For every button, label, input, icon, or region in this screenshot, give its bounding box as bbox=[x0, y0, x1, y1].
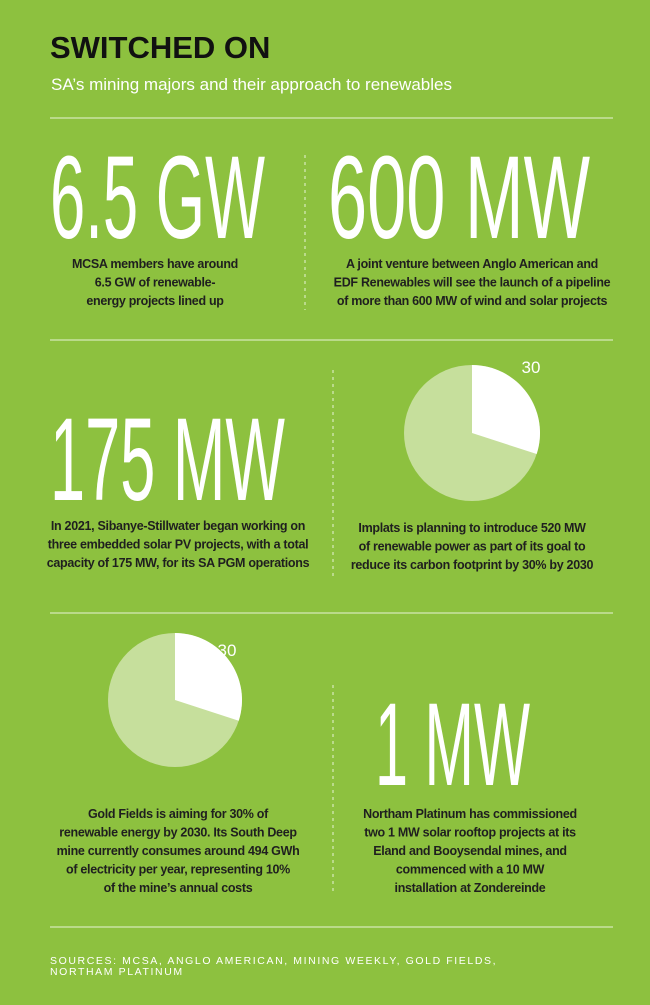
caption: three embedded solar PV projects, with a… bbox=[48, 538, 309, 552]
caption: 6.5 GW of renewable- bbox=[95, 276, 216, 290]
caption: In 2021, Sibanye-Stillwater began workin… bbox=[51, 519, 305, 533]
caption: commenced with a 10 MW bbox=[396, 863, 545, 877]
title: SWITCHED ON bbox=[50, 30, 270, 65]
sources: SOURCES: MCSA, ANGLO AMERICAN, MINING WE… bbox=[50, 955, 497, 967]
caption: capacity of 175 MW, for its SA PGM opera… bbox=[47, 556, 310, 570]
pie-slice bbox=[175, 633, 242, 721]
caption: of renewable power as part of its goal t… bbox=[359, 540, 586, 554]
pie-slice bbox=[472, 365, 540, 455]
caption: Implats is planning to introduce 520 MW bbox=[358, 521, 586, 535]
caption: reduce its carbon footprint by 30% by 20… bbox=[351, 558, 594, 572]
caption: energy projects lined up bbox=[86, 294, 224, 308]
big-figure: 6.5 GW bbox=[50, 132, 265, 264]
caption: Northam Platinum has commissioned bbox=[363, 807, 577, 821]
caption: mine currently consumes around 494 GWh bbox=[57, 844, 300, 858]
caption: of more than 600 MW of wind and solar pr… bbox=[337, 294, 608, 308]
caption: of the mine’s annual costs bbox=[104, 881, 253, 895]
big-figure: 1 MW bbox=[375, 679, 530, 811]
caption: installation at Zondereinde bbox=[395, 881, 546, 895]
caption: EDF Renewables will see the launch of a … bbox=[334, 276, 611, 290]
pie-label: 30 bbox=[522, 358, 541, 377]
big-figure: 600 MW bbox=[328, 132, 590, 264]
caption: A joint venture between Anglo American a… bbox=[346, 257, 598, 271]
big-figure: 175 MW bbox=[50, 394, 285, 526]
sources: NORTHAM PLATINUM bbox=[50, 966, 184, 978]
caption: MCSA members have around bbox=[72, 257, 238, 271]
pie-label: 30 bbox=[218, 641, 237, 660]
caption: renewable energy by 2030. Its South Deep bbox=[59, 826, 297, 840]
subtitle: SA’s mining majors and their approach to… bbox=[51, 75, 452, 94]
caption: of electricity per year, representing 10… bbox=[66, 863, 290, 877]
caption: Gold Fields is aiming for 30% of bbox=[88, 807, 269, 821]
caption: Eland and Booysendal mines, and bbox=[373, 844, 567, 858]
caption: two 1 MW solar rooftop projects at its bbox=[364, 826, 576, 840]
